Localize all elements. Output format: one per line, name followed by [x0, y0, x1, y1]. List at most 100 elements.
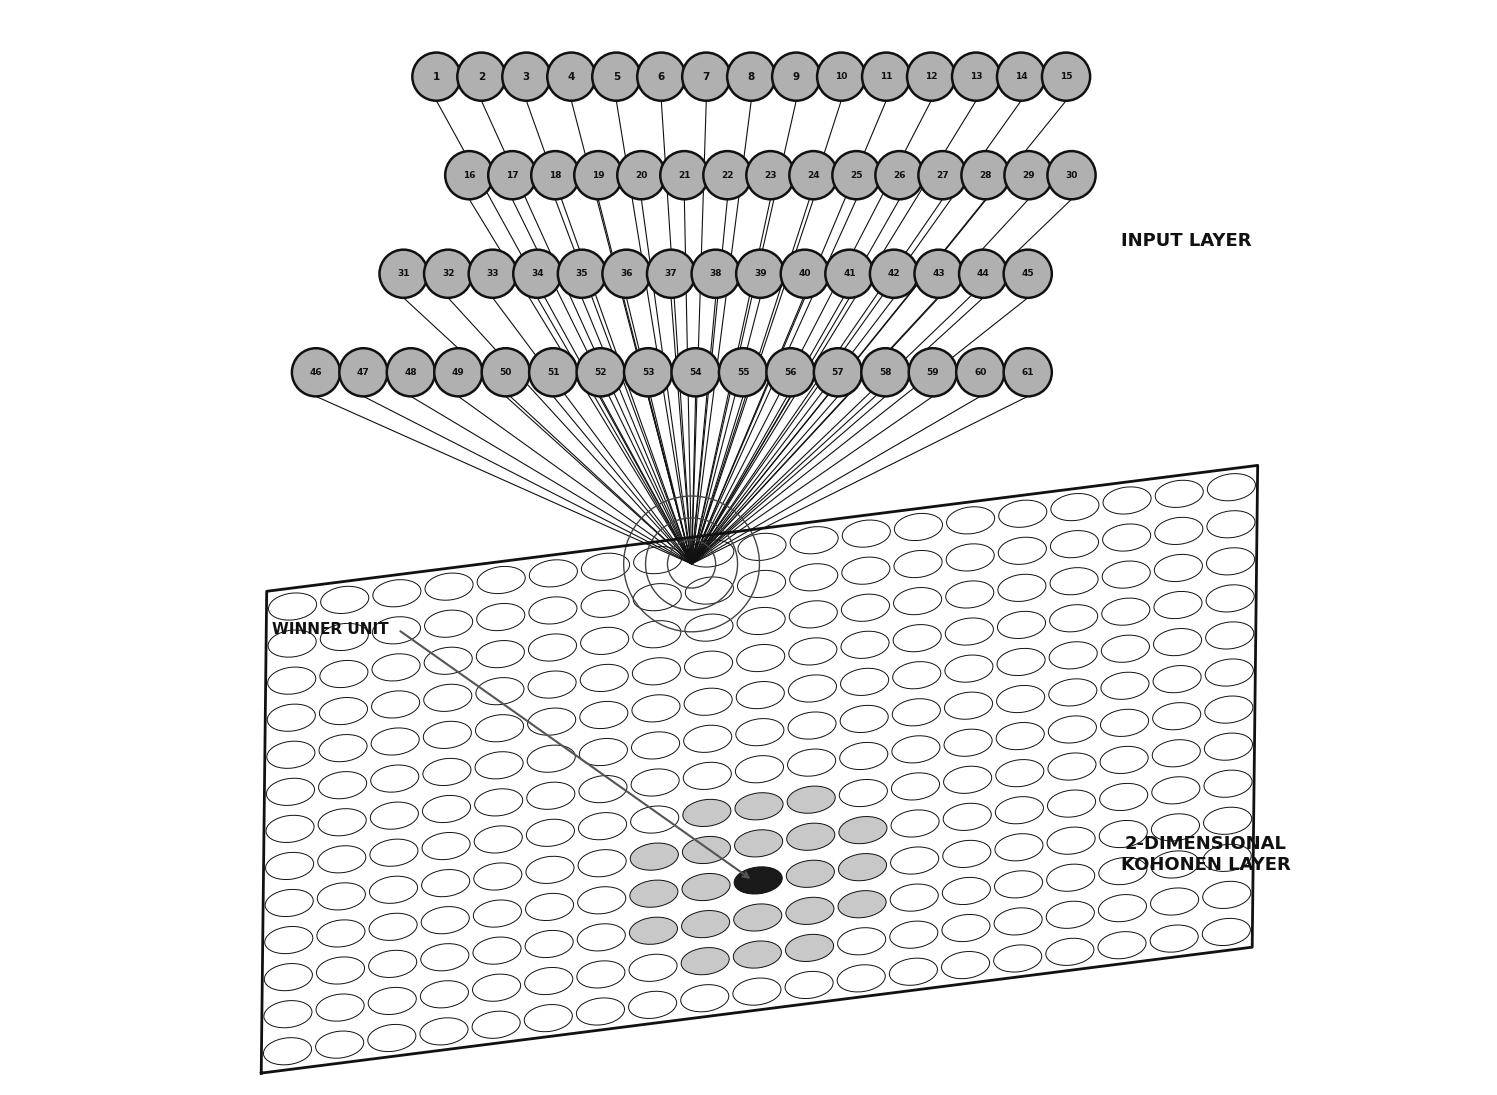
- Ellipse shape: [630, 880, 678, 908]
- Ellipse shape: [632, 658, 681, 684]
- Text: 36: 36: [620, 269, 633, 278]
- Text: 6: 6: [657, 71, 665, 82]
- Circle shape: [513, 250, 561, 298]
- Ellipse shape: [370, 913, 418, 941]
- Ellipse shape: [1153, 703, 1201, 729]
- Text: 3: 3: [522, 71, 530, 82]
- Ellipse shape: [266, 741, 314, 769]
- Ellipse shape: [787, 749, 835, 776]
- Ellipse shape: [786, 897, 834, 924]
- Circle shape: [915, 250, 963, 298]
- Ellipse shape: [578, 924, 626, 950]
- Ellipse shape: [889, 958, 937, 986]
- Text: 40: 40: [798, 269, 811, 278]
- Ellipse shape: [1153, 666, 1201, 693]
- Circle shape: [789, 151, 837, 199]
- Circle shape: [719, 348, 766, 396]
- Ellipse shape: [528, 671, 576, 699]
- Ellipse shape: [786, 861, 834, 887]
- Text: INPUT LAYER: INPUT LAYER: [1121, 232, 1251, 250]
- Ellipse shape: [1048, 716, 1096, 744]
- Text: 60: 60: [975, 368, 987, 377]
- Ellipse shape: [1205, 733, 1253, 760]
- Ellipse shape: [942, 914, 990, 942]
- Ellipse shape: [1100, 672, 1150, 700]
- Circle shape: [624, 348, 672, 396]
- Ellipse shape: [475, 752, 522, 779]
- Circle shape: [482, 348, 530, 396]
- Circle shape: [952, 53, 1000, 101]
- Ellipse shape: [421, 1017, 469, 1045]
- Ellipse shape: [373, 616, 421, 644]
- Ellipse shape: [994, 908, 1042, 935]
- Circle shape: [772, 53, 820, 101]
- Text: 55: 55: [737, 368, 750, 377]
- Ellipse shape: [629, 954, 677, 981]
- Ellipse shape: [683, 874, 731, 900]
- Ellipse shape: [581, 627, 629, 655]
- Ellipse shape: [998, 538, 1046, 564]
- Ellipse shape: [841, 557, 889, 585]
- Ellipse shape: [1208, 474, 1256, 500]
- Ellipse shape: [1207, 585, 1254, 612]
- Text: 46: 46: [310, 368, 322, 377]
- Text: 39: 39: [754, 269, 766, 278]
- Text: 56: 56: [784, 368, 796, 377]
- Circle shape: [832, 151, 880, 199]
- Ellipse shape: [1151, 851, 1199, 878]
- Circle shape: [434, 348, 482, 396]
- Ellipse shape: [1097, 932, 1147, 959]
- Text: 25: 25: [850, 171, 862, 180]
- Ellipse shape: [891, 884, 939, 911]
- Ellipse shape: [317, 920, 365, 947]
- Ellipse shape: [787, 712, 837, 739]
- Ellipse shape: [737, 608, 786, 635]
- Ellipse shape: [684, 725, 732, 752]
- Circle shape: [960, 250, 1007, 298]
- Text: 15: 15: [1060, 72, 1072, 81]
- Circle shape: [870, 250, 918, 298]
- Ellipse shape: [422, 869, 470, 897]
- Ellipse shape: [425, 610, 473, 637]
- Polygon shape: [260, 465, 1257, 1073]
- Ellipse shape: [789, 564, 838, 591]
- Circle shape: [918, 151, 967, 199]
- Ellipse shape: [525, 931, 573, 957]
- Ellipse shape: [320, 660, 368, 688]
- Ellipse shape: [789, 675, 837, 702]
- Text: 24: 24: [807, 171, 820, 180]
- Text: 57: 57: [832, 368, 844, 377]
- Ellipse shape: [684, 688, 732, 715]
- Ellipse shape: [1049, 604, 1097, 632]
- Ellipse shape: [994, 945, 1042, 972]
- Circle shape: [576, 348, 624, 396]
- Ellipse shape: [841, 631, 889, 658]
- Ellipse shape: [1207, 510, 1254, 538]
- Text: 53: 53: [642, 368, 654, 377]
- Text: 1: 1: [433, 71, 440, 82]
- Ellipse shape: [578, 887, 626, 914]
- Text: 17: 17: [506, 171, 518, 180]
- Ellipse shape: [317, 883, 365, 910]
- Circle shape: [957, 348, 1004, 396]
- Ellipse shape: [421, 944, 469, 971]
- Ellipse shape: [268, 704, 316, 731]
- Text: 45: 45: [1021, 269, 1034, 278]
- Ellipse shape: [1048, 789, 1096, 817]
- Ellipse shape: [316, 1031, 364, 1058]
- Ellipse shape: [1046, 827, 1096, 854]
- Circle shape: [386, 348, 436, 396]
- Ellipse shape: [368, 950, 416, 978]
- Circle shape: [909, 348, 957, 396]
- Circle shape: [672, 348, 720, 396]
- Circle shape: [961, 151, 1009, 199]
- Ellipse shape: [476, 603, 525, 631]
- Circle shape: [1003, 348, 1052, 396]
- Text: 4: 4: [567, 71, 575, 82]
- Ellipse shape: [633, 546, 681, 574]
- Circle shape: [424, 250, 472, 298]
- Ellipse shape: [1205, 622, 1254, 649]
- Text: 5: 5: [612, 71, 620, 82]
- Ellipse shape: [683, 799, 731, 827]
- Circle shape: [531, 151, 579, 199]
